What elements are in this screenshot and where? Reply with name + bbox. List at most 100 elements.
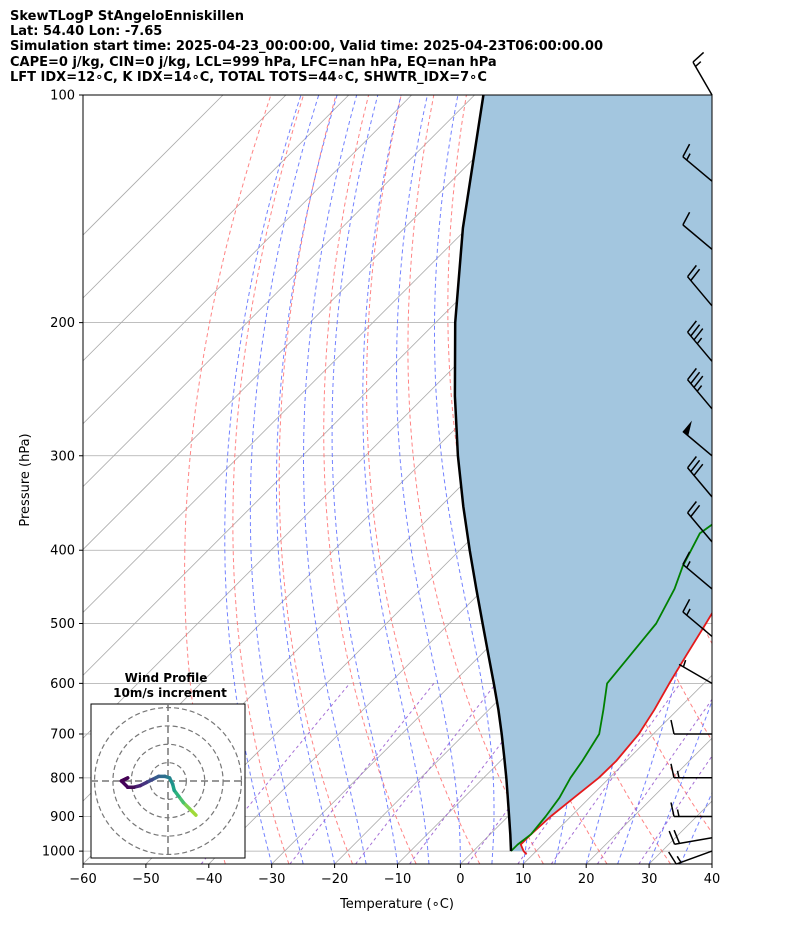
dry-adiabat — [760, 95, 794, 864]
y-tick-label: 800 — [50, 771, 75, 786]
barb-full — [692, 51, 705, 63]
hodograph-title: Wind Profile — [125, 671, 208, 685]
chart-title-block: SkewTLogP StAngeloEnniskillen Lat: 54.40… — [10, 9, 603, 85]
dewpoint-line — [510, 523, 712, 852]
barb-pennant — [682, 420, 692, 436]
barb-staff — [682, 156, 713, 182]
mixing-ratio-line — [355, 683, 497, 864]
barb-half — [676, 855, 682, 863]
barb-staff — [682, 224, 713, 250]
dry-adiabat — [407, 95, 544, 864]
hodograph-trace — [119, 776, 130, 783]
barb-full — [686, 264, 697, 278]
barb-half — [686, 608, 691, 616]
y-tick-label: 1000 — [42, 845, 75, 860]
barb-full — [690, 268, 701, 281]
dry-adiabat — [232, 95, 304, 864]
barb-half — [696, 337, 703, 345]
title-cape-line: CAPE=0 j/kg, CIN=0 j/kg, LCL=999 hPa, LF… — [10, 54, 497, 70]
barb-full — [690, 459, 701, 473]
dry-adiabat — [727, 95, 794, 864]
barb-full — [670, 763, 675, 778]
barb-full — [670, 719, 675, 735]
x-tick-label: 10 — [515, 872, 532, 887]
wind-barb — [682, 211, 713, 250]
x-tick-label: 20 — [578, 872, 595, 887]
wind-barb — [682, 551, 713, 590]
wind-barb — [668, 850, 713, 865]
mixing-ratio-line — [550, 683, 681, 864]
wind-barb — [668, 829, 713, 846]
barb-full — [682, 143, 691, 158]
barb-full — [690, 371, 701, 384]
title-indices-line: LFT IDX=12∘C, K IDX=14∘C, TOTAL TOTS=44∘… — [10, 69, 487, 85]
barb-half — [694, 61, 702, 67]
x-tick-label: 0 — [456, 872, 464, 887]
y-tick-label: 700 — [50, 727, 75, 742]
wind-barb — [686, 320, 713, 362]
barb-full — [690, 324, 701, 337]
barb-full — [693, 328, 704, 341]
x-tick-label: −50 — [132, 872, 159, 887]
isotherm-line — [334, 486, 712, 864]
cape-shaded-area — [454, 95, 712, 852]
wind-barb — [670, 802, 712, 818]
x-tick-label: 40 — [704, 872, 721, 887]
barb-full — [686, 320, 697, 333]
wind-barb — [692, 51, 713, 96]
barb-full — [693, 463, 704, 476]
x-axis-label: Temperature (∘C) — [339, 897, 454, 912]
barb-staff — [682, 611, 713, 637]
hodograph-subtitle: 10m/s increment — [113, 686, 227, 700]
dry-adiabat — [323, 95, 417, 864]
barb-staff — [686, 512, 713, 543]
wind-barb — [682, 598, 713, 637]
barb-full — [682, 598, 691, 613]
x-tick-label: −40 — [195, 872, 222, 887]
barb-half — [696, 385, 703, 392]
wind-barb — [682, 143, 713, 182]
barb-full — [693, 375, 704, 388]
barb-full — [682, 211, 691, 226]
barb-staff — [686, 379, 713, 410]
y-axis-label: Pressure (hPa) — [18, 433, 33, 526]
title-times: Simulation start time: 2025-04-23_00:00:… — [10, 39, 603, 55]
moist-adiabat — [680, 791, 712, 864]
barb-half — [686, 561, 691, 569]
barb-full — [686, 456, 697, 469]
isotherm-line — [83, 95, 412, 425]
moist-adiabat — [362, 95, 430, 864]
barb-half — [676, 770, 680, 778]
barb-staff — [692, 61, 713, 96]
barb-staff — [676, 850, 713, 865]
series-layer — [453, 95, 712, 856]
isotherm-line — [83, 95, 475, 488]
barb-full — [670, 802, 675, 817]
hodograph-rings — [91, 704, 245, 858]
barb-half — [686, 153, 691, 161]
hodograph-inset: Wind Profile 10m/s increment — [90, 671, 246, 859]
barb-staff — [682, 563, 713, 590]
wind-barb — [686, 456, 713, 498]
y-tick-label: 900 — [50, 810, 75, 825]
temperature-line — [519, 611, 712, 856]
barb-staff — [682, 430, 713, 457]
moist-adiabat — [331, 95, 398, 864]
isotherm-line — [523, 674, 712, 864]
isotherm-line — [83, 95, 224, 236]
isotherm-line — [83, 95, 538, 551]
x-tick-label: −20 — [321, 872, 348, 887]
mixing-ratio-line — [409, 683, 548, 864]
barb-staff — [674, 836, 713, 846]
y-tick-label: 400 — [50, 544, 75, 559]
wind-barb — [686, 501, 713, 543]
moist-adiabat — [249, 95, 320, 864]
barb-full — [686, 367, 697, 381]
isotherm-line — [775, 95, 794, 864]
moist-adiabat — [395, 95, 461, 864]
wind-barb — [686, 367, 713, 410]
wind-barb — [686, 264, 713, 307]
barb-full — [682, 551, 691, 565]
x-tick-label: −10 — [384, 872, 411, 887]
